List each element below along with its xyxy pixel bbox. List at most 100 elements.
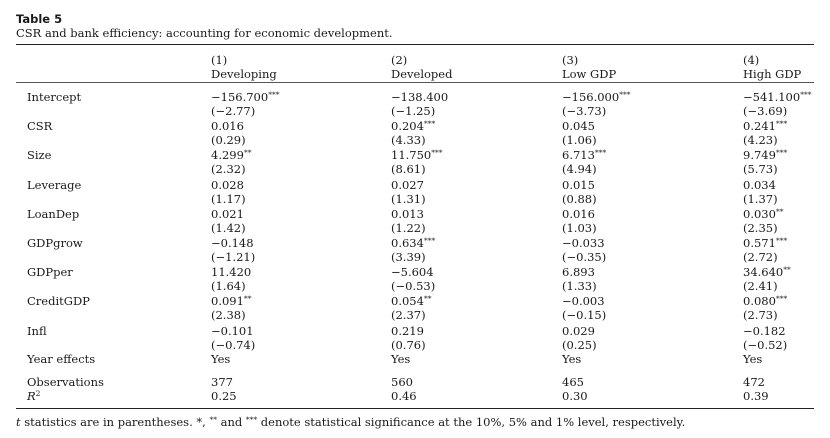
r-squared-value: 0.25 (211, 388, 237, 403)
coefficient-cell: 9.749*** (743, 148, 787, 162)
t-statistic: (1.37) (743, 191, 778, 206)
footnote-text: , (202, 415, 210, 429)
t-statistic: (0.76) (391, 337, 426, 352)
coefficient-value: 11.750 (391, 148, 432, 163)
t-statistic: (1.22) (391, 220, 426, 235)
t-statistic: (8.61) (391, 162, 426, 177)
column-name: High GDP (743, 67, 802, 81)
coefficient-value: 0.219 (391, 323, 424, 338)
coefficient-value: 0.634 (391, 236, 424, 250)
coefficient-value: 0.021 (211, 206, 244, 221)
coefficient-value: 34.640 (743, 265, 784, 280)
coefficient-value: −0.148 (211, 236, 254, 250)
t-statistic: (−0.74) (211, 337, 256, 352)
t-statistic: (2.37) (391, 308, 426, 323)
t-statistic: (−3.73) (562, 104, 607, 118)
significance-stars: *** (619, 90, 631, 99)
footnote-sig-5: ** (209, 415, 217, 424)
significance-stars: *** (775, 294, 788, 304)
coefficient-cell: −0.033 (562, 236, 605, 250)
coefficient-cell: 0.054** (391, 294, 431, 308)
footnote-sig-1: *** (245, 415, 258, 424)
coefficient-value: −0.101 (211, 323, 254, 338)
column-number: (1) (211, 53, 228, 67)
row-label: GDPper (27, 265, 73, 280)
coefficient-value: −156.700 (211, 90, 269, 104)
column-header-3: (3) Low GDP (562, 53, 616, 81)
significance-stars: ** (243, 148, 252, 158)
coefficient-cell: 4.299** (211, 148, 251, 162)
t-statistic: (1.03) (562, 220, 597, 235)
coefficient-cell: 6.893 (562, 265, 595, 279)
significance-stars: *** (423, 236, 436, 245)
top-rule (16, 44, 814, 45)
t-statistic: (−3.69) (743, 104, 788, 118)
coefficient-cell: 0.013 (391, 207, 424, 221)
row-label: CSR (27, 119, 53, 134)
significance-stars: ** (423, 294, 432, 304)
header-rule (16, 82, 814, 83)
year-effects-value: Yes (743, 351, 763, 366)
coefficient-value: 0.015 (562, 177, 595, 192)
r-squared-symbol: R (27, 388, 36, 403)
row-label: Intercept (27, 90, 82, 104)
coefficient-cell: 6.713*** (562, 148, 606, 162)
column-header-4: (4) High GDP (743, 53, 801, 81)
coefficient-value: 0.030 (743, 206, 776, 221)
footnote-text: and (216, 415, 246, 429)
coefficient-cell: 0.034 (743, 178, 776, 192)
significance-stars: ** (243, 294, 252, 304)
coefficient-cell: 0.091** (211, 294, 251, 308)
significance-stars: *** (431, 148, 443, 158)
column-name: Developing (211, 67, 277, 81)
footnote-text: denote statistical significance at the 1… (257, 415, 686, 429)
coefficient-value: 6.713 (562, 148, 595, 163)
t-statistic: (−2.77) (211, 104, 256, 118)
t-statistic: (2.32) (211, 162, 246, 177)
coefficient-value: −5.604 (391, 265, 434, 280)
table-caption: CSR and bank efficiency: accounting for … (16, 26, 393, 40)
coefficient-value: −138.400 (391, 90, 449, 104)
coefficient-value: 4.299 (211, 148, 244, 163)
year-effects-value: Yes (391, 351, 411, 366)
coefficient-value: 0.054 (391, 294, 424, 309)
coefficient-cell: 0.029 (562, 324, 595, 338)
coefficient-cell: −0.003 (562, 294, 605, 308)
row-label-r-squared: R2 (27, 389, 40, 403)
r-squared-value: 0.30 (562, 388, 588, 403)
column-header-1: (1) Developing (211, 53, 277, 81)
t-statistic: (−0.15) (562, 308, 607, 323)
coefficient-value: 6.893 (562, 265, 595, 280)
coefficient-value: 0.016 (562, 206, 595, 221)
observations-value: 465 (562, 374, 584, 389)
column-number: (3) (562, 53, 579, 67)
r-squared-value: 0.39 (743, 388, 769, 403)
coefficient-cell: −5.604 (391, 265, 434, 279)
coefficient-cell: 0.204*** (391, 119, 435, 133)
column-header-2: (2) Developed (391, 53, 452, 81)
coefficient-cell: 0.080*** (743, 294, 787, 308)
coefficient-value: 0.027 (391, 177, 424, 192)
t-statistic: (1.33) (562, 279, 597, 294)
coefficient-value: 9.749 (743, 148, 776, 163)
t-statistic: (1.64) (211, 279, 246, 294)
coefficient-value: 0.204 (391, 119, 424, 134)
coefficient-value: 0.028 (211, 177, 244, 192)
t-statistic: (0.25) (562, 337, 597, 352)
coefficient-cell: 0.634*** (391, 236, 435, 250)
year-effects-value: Yes (211, 351, 231, 366)
bottom-rule (16, 408, 814, 409)
coefficient-value: 0.080 (743, 294, 776, 309)
t-statistic: (2.38) (211, 308, 246, 323)
t-statistic: (−1.21) (211, 250, 256, 264)
coefficient-cell: −156.700*** (211, 90, 279, 104)
coefficient-cell: −0.148 (211, 236, 254, 250)
significance-stars: ** (783, 265, 791, 275)
coefficient-cell: 0.045 (562, 119, 595, 133)
coefficient-cell: −541.100*** (743, 90, 811, 104)
coefficient-cell: 0.241*** (743, 119, 787, 133)
significance-stars: *** (268, 90, 280, 99)
significance-stars: *** (775, 148, 788, 158)
t-statistic: (2.35) (743, 220, 778, 235)
coefficient-value: −0.003 (562, 294, 605, 309)
